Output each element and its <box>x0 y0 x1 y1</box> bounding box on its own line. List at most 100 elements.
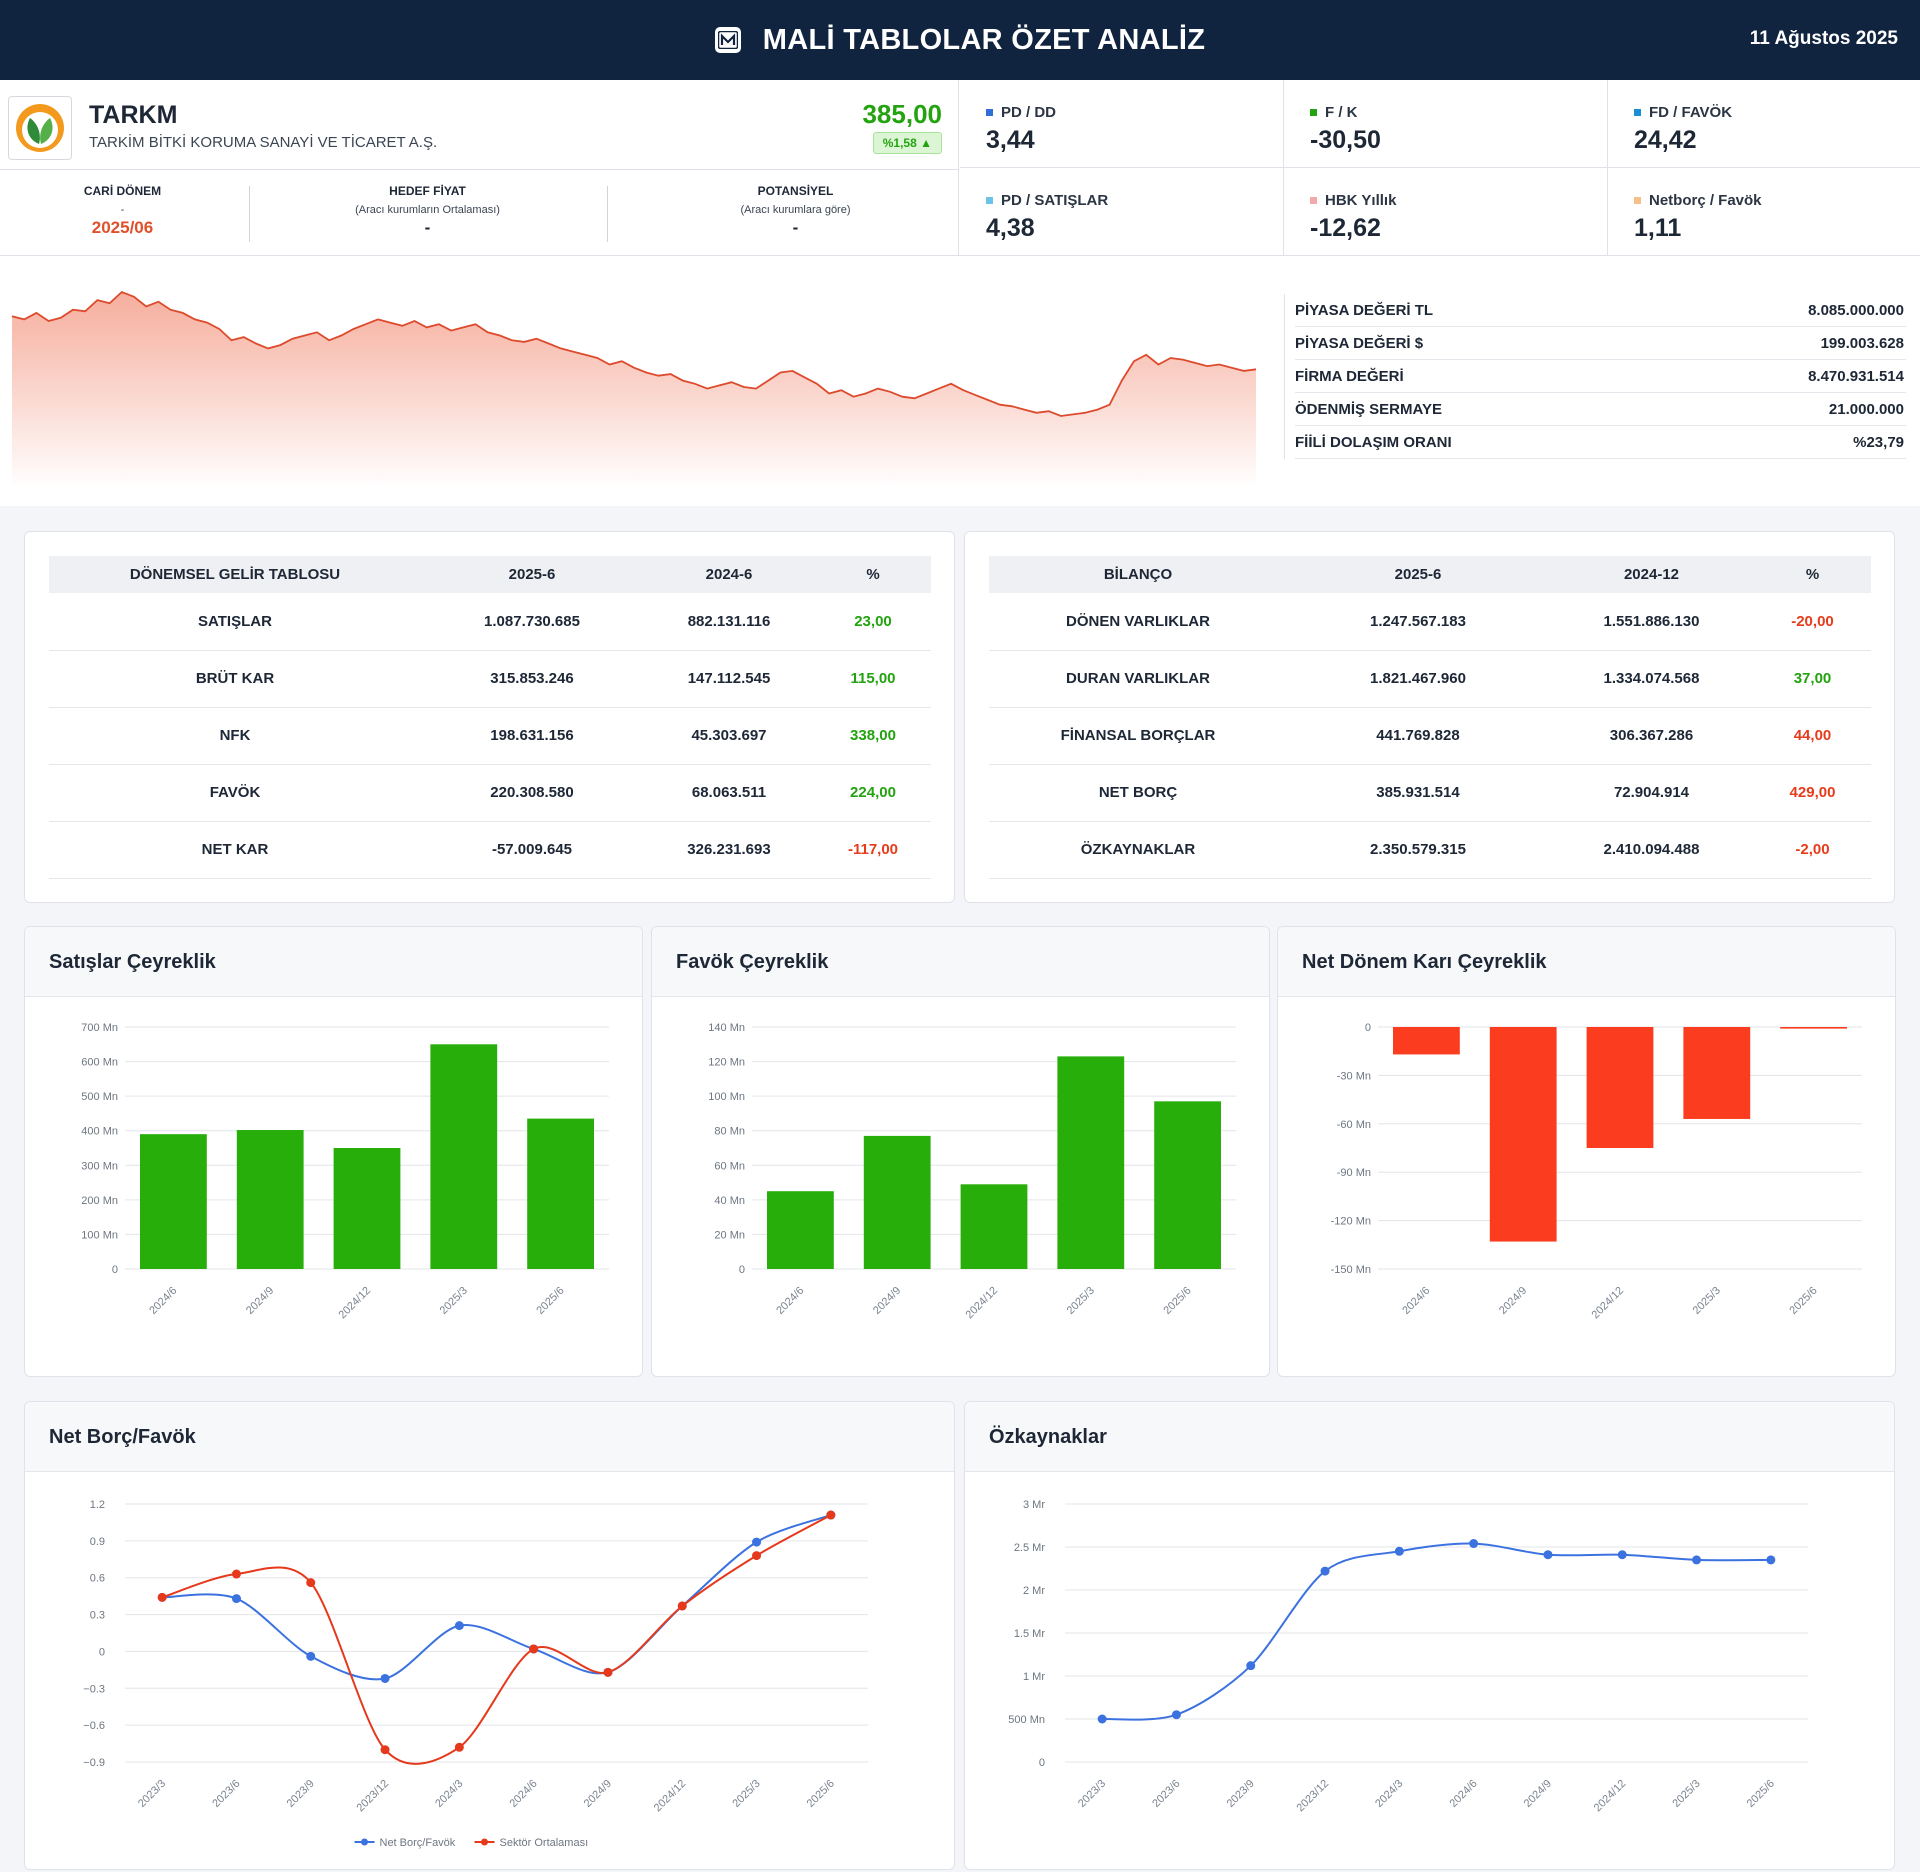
y-tick-label: 0.6 <box>90 1573 105 1585</box>
bar <box>140 1134 207 1269</box>
x-tick-label: 2023/12 <box>355 1778 392 1815</box>
y-tick-label: 140 Mn <box>708 1022 745 1034</box>
series-line <box>162 1514 832 1681</box>
table-row: NFK 198.631.156 45.303.697 338,00 <box>49 707 931 765</box>
y-tick-label: -150 Mn <box>1331 1264 1371 1276</box>
favok-quarterly-card: Favök Çeyreklik 0 20 Mn 40 Mn 60 Mn 80 Mn 100… <box>651 926 1270 1377</box>
data-point <box>826 1510 836 1520</box>
y-tick-label: 300 Mn <box>81 1160 118 1172</box>
y-tick-label: 3 Mr <box>1023 1499 1045 1511</box>
x-tick-label: 2025/3 <box>730 1778 762 1810</box>
y-tick-label: 400 Mn <box>81 1126 118 1138</box>
target-price: HEDEF FİYAT (Aracı kurumların Ortalaması… <box>355 184 500 237</box>
data-point <box>1766 1555 1776 1565</box>
data-point <box>1097 1714 1107 1724</box>
market-values: PİYASA DEĞERİ TL 8.085.000.000 PİYASA DEĞ… <box>1284 294 1906 459</box>
company-name: TARKİM BİTKİ KORUMA SANAYİ VE TİCARET A.… <box>89 134 438 151</box>
ratio-pd-dd: PD / DD 3,44 <box>960 80 1284 168</box>
table-row: NET BORÇ 385.931.514 72.904.914 429,00 <box>989 764 1871 822</box>
legend-square-icon <box>1310 197 1317 204</box>
y-tick-label: 0.3 <box>90 1610 105 1622</box>
data-point <box>1246 1661 1256 1671</box>
table-row: DÖNEN VARLIKLAR 1.247.567.183 1.551.886.13… <box>989 593 1871 651</box>
divider <box>249 186 250 242</box>
y-tick-label: 1 Mr <box>1023 1671 1045 1683</box>
y-tick-label: 0 <box>99 1646 105 1658</box>
market-row: ÖDENMİŞ SERMAYE 21.000.000 <box>1295 393 1906 426</box>
y-tick-label: 600 Mn <box>81 1057 118 1069</box>
legend-square-icon <box>1634 109 1641 116</box>
potential: POTANSİYEL (Aracı kurumlara göre) - <box>740 184 851 237</box>
x-tick-label: 2024/12 <box>964 1285 1001 1322</box>
sales-bar-chart: 0 100 Mn 200 Mn 300 Mn 400 Mn 500 Mn 600 Mn 700… <box>81 1022 609 1321</box>
data-point <box>1692 1555 1702 1565</box>
net-debt-favok-line-chart: 1.2 0.9 0.6 0.3 0 −0.3 −0.6 −0.9 2023/3 2023/6 202… <box>83 1499 868 1849</box>
net-profit-quarterly-card: Net Dönem Karı Çeyreklik 0 -30 Mn -60 Mn -9… <box>1277 926 1896 1377</box>
x-tick-label: 2024/12 <box>1590 1285 1627 1322</box>
price-line <box>11 290 1257 417</box>
ratio-netborc-favok: Netborç / Favök 1,11 <box>1634 192 1762 242</box>
bar <box>1683 1027 1751 1119</box>
x-tick-label: 2025/6 <box>1161 1285 1193 1317</box>
y-tick-label: −0.9 <box>83 1757 105 1769</box>
legend-square-icon <box>1634 197 1641 204</box>
y-tick-label: 0 <box>739 1264 745 1276</box>
x-tick-label: 2024/6 <box>1400 1285 1432 1317</box>
top-bar: MALİ TABLOLAR ÖZET ANALİZ 11 Ağustos 202… <box>0 0 1920 80</box>
y-tick-label: 20 Mn <box>714 1229 745 1241</box>
data-point <box>752 1551 762 1561</box>
chart-title: Satışlar Çeyreklik <box>25 927 642 997</box>
company-info: TARKM TARKİM BİTKİ KORUMA SANAYİ VE TİCA… <box>0 80 959 170</box>
chart-title: Net Dönem Karı Çeyreklik <box>1278 927 1895 997</box>
y-tick-label: -60 Mn <box>1337 1119 1371 1131</box>
legend-marker <box>361 1838 368 1846</box>
bar <box>1057 1056 1125 1269</box>
x-tick-label: 2025/6 <box>805 1778 837 1810</box>
data-point <box>603 1667 613 1677</box>
favok-bar-chart: 0 20 Mn 40 Mn 60 Mn 80 Mn 100 Mn 120 Mn 140 Mn 2… <box>708 1022 1236 1322</box>
ratio-f-k: F / K -30,50 <box>1284 80 1608 168</box>
x-tick-label: 2024/9 <box>1497 1285 1529 1317</box>
bar <box>960 1184 1028 1269</box>
legend-square-icon <box>986 109 993 116</box>
data-point <box>231 1594 241 1604</box>
data-point <box>454 1621 464 1631</box>
table-row: NET KAR -57.009.645 326.231.693 -117,00 <box>49 821 931 879</box>
period-info: CARİ DÖNEM - 2025/06 HEDEF FİYAT (Aracı … <box>0 170 959 256</box>
chart-title: Özkaynaklar <box>965 1402 1894 1472</box>
y-tick-label: 200 Mn <box>81 1195 118 1207</box>
x-tick-label: 2024/3 <box>1373 1778 1405 1810</box>
data-point <box>380 1745 390 1755</box>
data-point <box>1617 1550 1627 1560</box>
chart-title: Net Borç/Favök <box>25 1402 954 1472</box>
divider <box>607 186 608 242</box>
x-tick-label: 2023/12 <box>1295 1778 1332 1815</box>
y-tick-label: 0 <box>1365 1022 1371 1034</box>
data-point <box>380 1673 390 1683</box>
x-tick-label: 2025/6 <box>1745 1778 1777 1810</box>
x-tick-label: 2024/9 <box>582 1778 614 1810</box>
ratio-pd-satislar: PD / SATIŞLAR 4,38 <box>960 168 1284 256</box>
y-tick-label: 500 Mn <box>1008 1714 1045 1726</box>
income-statement-card: DÖNEMSEL GELİR TABLOSU 2025-6 2024-6 % S… <box>24 531 955 903</box>
market-row: PİYASA DEĞERİ $199.003.628 <box>1295 327 1906 360</box>
bar <box>1154 1101 1221 1269</box>
x-tick-label: 2025/3 <box>1691 1285 1723 1317</box>
data-point <box>1543 1550 1553 1560</box>
bar <box>333 1148 401 1269</box>
table-row: ÖZKAYNAKLAR 2.350.579.315 2.410.094.488 -2,… <box>989 821 1871 879</box>
data-point <box>1320 1566 1330 1576</box>
y-tick-label: 2 Mr <box>1023 1585 1045 1597</box>
table-row: DURAN VARLIKLAR 1.821.467.960 1.334.074.56… <box>989 650 1871 708</box>
data-point <box>306 1578 316 1588</box>
price-sparkline <box>11 290 1257 488</box>
x-tick-label: 2023/3 <box>136 1778 168 1810</box>
legend-label: Sektör Ortalaması <box>500 1837 589 1849</box>
x-tick-label: 2025/6 <box>534 1285 566 1317</box>
income-table: DÖNEMSEL GELİR TABLOSU 2025-6 2024-6 % S… <box>49 556 931 879</box>
table-header: DÖNEMSEL GELİR TABLOSU 2025-6 2024-6 % <box>49 556 931 593</box>
balance-sheet-card: BİLANÇO 2025-6 2024-12 % DÖNEN VARLIKLAR… <box>964 531 1895 903</box>
legend-marker <box>481 1838 488 1846</box>
x-tick-label: 2024/3 <box>433 1778 465 1810</box>
x-tick-label: 2024/9 <box>871 1285 903 1317</box>
